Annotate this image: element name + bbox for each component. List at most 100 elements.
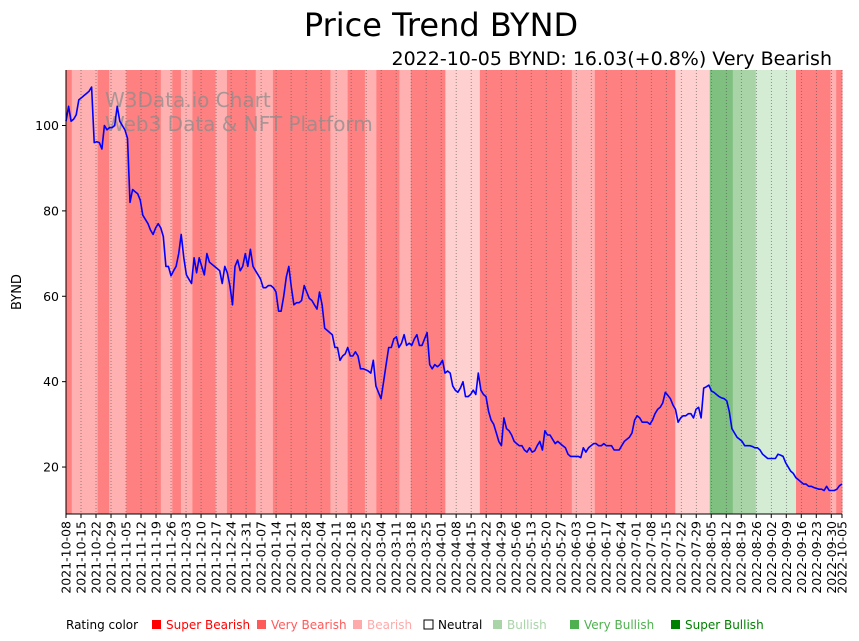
rating-band xyxy=(755,70,797,514)
rating-band xyxy=(255,70,274,514)
legend-label: Rating color xyxy=(66,618,138,632)
y-tick-label: 60 xyxy=(43,289,59,304)
rating-band xyxy=(675,70,711,514)
rating-bands xyxy=(66,70,843,514)
legend-item-label: Bullish xyxy=(507,618,547,632)
rating-band xyxy=(594,70,636,514)
x-axis-ticks: 2021-10-08 2021-10-15 2021-10-22 2021-10-29… xyxy=(59,514,850,594)
x-tick-label: 2021-10-22 xyxy=(89,521,104,594)
rating-band xyxy=(571,70,596,514)
rating-band xyxy=(71,70,99,514)
x-tick-label: 2022-04-08 xyxy=(449,521,464,594)
rating-band xyxy=(215,70,228,514)
x-tick-label: 2022-04-15 xyxy=(464,521,479,594)
x-tick-label: 2022-05-27 xyxy=(554,521,569,594)
x-tick-label: 2021-11-12 xyxy=(134,521,149,594)
rating-band xyxy=(192,70,216,514)
legend-item-label: Very Bullish xyxy=(584,618,654,632)
x-tick-label: 2022-06-10 xyxy=(584,521,599,594)
x-tick-label: 2021-11-19 xyxy=(149,521,164,594)
y-tick-label: 80 xyxy=(43,203,59,218)
x-tick-label: 2022-01-28 xyxy=(299,521,314,594)
rating-band xyxy=(160,70,173,514)
x-tick-label: 2022-01-21 xyxy=(284,521,299,594)
x-tick-label: 2022-03-04 xyxy=(374,521,389,594)
legend-swatch xyxy=(493,620,502,629)
rating-band xyxy=(272,70,331,514)
x-tick-label: 2022-09-16 xyxy=(794,521,809,594)
x-tick-label: 2022-09-30 xyxy=(824,521,839,594)
rating-band xyxy=(347,70,366,514)
chart-title: Price Trend BYND xyxy=(304,6,578,44)
x-tick-label: 2022-08-19 xyxy=(734,521,749,594)
rating-band xyxy=(172,70,182,514)
x-tick-label: 2022-07-22 xyxy=(674,521,689,594)
rating-band xyxy=(399,70,412,514)
x-tick-label: 2022-09-09 xyxy=(779,521,794,594)
x-tick-label: 2022-07-01 xyxy=(629,521,644,594)
rating-band xyxy=(226,70,257,514)
x-tick-label: 2022-07-15 xyxy=(659,521,674,594)
watermark-line-2: Web3 Data & NFT Platform xyxy=(105,112,373,136)
legend-item-label: Very Bearish xyxy=(271,618,347,632)
x-tick-label: 2022-01-07 xyxy=(254,521,269,594)
legend-swatch xyxy=(671,620,680,629)
x-tick-label: 2021-12-31 xyxy=(239,521,254,594)
rating-band xyxy=(109,70,127,514)
x-tick-label: 2022-08-05 xyxy=(704,521,719,594)
rating-band xyxy=(796,70,832,514)
x-tick-label: 2022-06-24 xyxy=(614,521,629,594)
x-tick-label: 2022-03-18 xyxy=(404,521,419,594)
x-tick-label: 2022-02-18 xyxy=(344,521,359,594)
x-tick-label: 2022-01-14 xyxy=(269,521,284,594)
x-tick-label: 2022-04-29 xyxy=(494,521,509,594)
y-tick-label: 40 xyxy=(43,374,59,389)
x-tick-label: 2022-07-08 xyxy=(644,521,659,594)
legend-item-label: Neutral xyxy=(438,618,482,632)
rating-band xyxy=(479,70,498,514)
x-tick-label: 2022-09-02 xyxy=(764,521,779,594)
x-tick-label: 2022-05-06 xyxy=(509,521,524,594)
price-series xyxy=(65,86,843,492)
y-tick-label: 100 xyxy=(35,118,59,133)
x-tick-label: 2022-04-22 xyxy=(479,521,494,594)
price-line xyxy=(65,86,843,492)
week-gridlines xyxy=(65,70,843,514)
rating-band xyxy=(126,70,162,514)
chart-subtitle: 2022-10-05 BYND: 16.03(+0.8%) Very Beari… xyxy=(392,48,833,70)
y-axis-ticks: 20 40 60 80 100 xyxy=(35,118,66,475)
rating-band xyxy=(364,70,377,514)
x-tick-label: 2022-03-25 xyxy=(419,521,434,594)
rating-legend: Rating color Super Bearish Very Bearish Be… xyxy=(66,618,764,632)
rating-band xyxy=(97,70,110,514)
x-tick-label: 2021-12-03 xyxy=(179,521,194,594)
x-tick-label: 2022-02-04 xyxy=(314,521,329,594)
legend-swatch xyxy=(570,620,579,629)
x-tick-label: 2021-12-24 xyxy=(224,521,239,594)
x-tick-label: 2022-08-26 xyxy=(749,521,764,594)
x-tick-label: 2022-02-25 xyxy=(359,521,374,594)
x-tick-label: 2021-10-29 xyxy=(104,521,119,594)
rating-band xyxy=(497,70,573,514)
watermark-line-1: W3Data.io Chart xyxy=(105,88,271,112)
x-tick-label: 2022-05-13 xyxy=(524,521,539,594)
x-tick-label: 2022-03-11 xyxy=(389,521,404,594)
x-tick-label: 2022-06-17 xyxy=(599,521,614,594)
x-tick-label: 2022-08-12 xyxy=(719,521,734,594)
x-tick-label: 2021-11-26 xyxy=(164,521,179,594)
axes xyxy=(65,70,842,515)
x-tick-label: 2022-06-03 xyxy=(569,521,584,594)
rating-band xyxy=(635,70,676,514)
rating-band xyxy=(732,70,757,514)
rating-band xyxy=(836,70,843,514)
x-tick-label: 2022-05-20 xyxy=(539,521,554,594)
legend-swatch xyxy=(353,620,362,629)
rating-band xyxy=(180,70,193,514)
rating-band xyxy=(830,70,837,514)
x-tick-label: 2022-07-29 xyxy=(689,521,704,594)
legend-item-label: Bearish xyxy=(367,618,412,632)
legend-swatch xyxy=(423,619,434,630)
rating-band xyxy=(709,70,734,514)
x-tick-label: 2022-02-11 xyxy=(329,521,344,594)
